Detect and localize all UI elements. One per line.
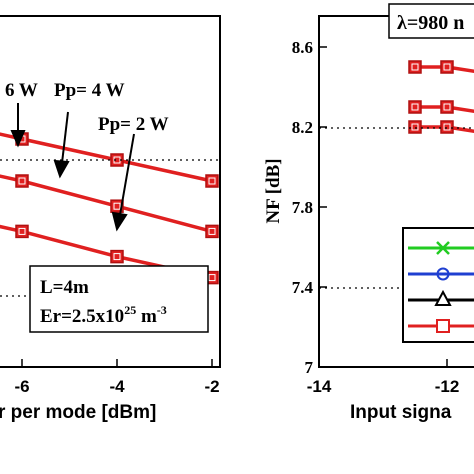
left-series-1-point-inner xyxy=(113,202,121,210)
left-x-axis-label: r per mode [dBm] xyxy=(0,402,156,423)
right-series-2-point xyxy=(408,120,422,134)
legend-marker-square xyxy=(436,319,450,333)
right-y-tick-label: 7.4 xyxy=(292,278,314,297)
left-series-0-point xyxy=(205,174,219,188)
left-series-1-point-inner xyxy=(18,177,26,185)
right-y-tick-label: 8.6 xyxy=(292,38,313,57)
info-box-line1: L=4m xyxy=(40,277,89,298)
left-x-ticks: -6 -4 -2 xyxy=(14,359,220,396)
right-axis-ticks: 8.68.27.87.47-14-12-10 xyxy=(292,38,460,396)
left-series-0-point-inner xyxy=(208,177,216,185)
right-series-1-point-inner xyxy=(411,103,419,111)
right-y-tick-label: 7.8 xyxy=(292,198,313,217)
right-x-tick-label: -14 xyxy=(307,377,332,396)
left-series-1-point xyxy=(205,224,219,239)
left-series-group xyxy=(0,132,219,285)
annotation-pp-2w: Pp= 2 W xyxy=(98,114,169,135)
left-series-2-point xyxy=(110,249,124,264)
left-series-2-point-inner xyxy=(113,253,121,261)
annotation-pp-4w: Pp= 4 W xyxy=(54,80,125,101)
right-series-0-point xyxy=(440,60,454,74)
right-series-0-point xyxy=(408,60,422,74)
left-x-tick-label: -6 xyxy=(14,377,29,396)
legend-marker-circle xyxy=(436,267,450,281)
left-series-2-point-inner xyxy=(208,274,216,282)
right-series-0-point-inner xyxy=(443,63,451,71)
title-box xyxy=(388,3,474,39)
right-x-axis-label: Input signa xyxy=(350,402,452,423)
left-series-2-point-inner xyxy=(18,227,26,235)
right-series-2-point xyxy=(440,120,454,134)
legend-marker-triangle xyxy=(434,289,452,306)
title-box-text: λ=980 n xyxy=(397,12,464,34)
right-series-2-point-inner xyxy=(411,123,419,131)
right-y-tick-label: 8.2 xyxy=(292,118,313,137)
left-series-1-point xyxy=(15,174,29,188)
left-series-2-point xyxy=(15,224,29,239)
legend-entries xyxy=(408,241,474,333)
left-x-tick-label: -2 xyxy=(204,377,219,396)
left-series-1-point-inner xyxy=(208,227,216,235)
annotation-6w: 6 W xyxy=(5,80,38,101)
info-box-line2: Er=2.5x1025 m-3 xyxy=(40,303,167,327)
info-box xyxy=(29,265,209,333)
right-series-0-point-inner xyxy=(411,63,419,71)
left-x-tick-label: -4 xyxy=(109,377,125,396)
right-series-1-point xyxy=(440,100,454,114)
right-series-1-point xyxy=(408,100,422,114)
right-series-1-point-inner xyxy=(443,103,451,111)
legend-marker-x xyxy=(436,241,450,255)
right-series-group xyxy=(408,60,474,134)
annotation-arrows xyxy=(10,103,135,232)
left-series-line-2 xyxy=(0,224,213,280)
left-plot-frame xyxy=(0,15,221,368)
right-x-tick-label: -12 xyxy=(435,377,460,396)
right-series-2-point-inner xyxy=(443,123,451,131)
right-y-tick-label: 7 xyxy=(305,358,314,377)
right-y-axis-label: NF [dB] xyxy=(263,158,284,223)
